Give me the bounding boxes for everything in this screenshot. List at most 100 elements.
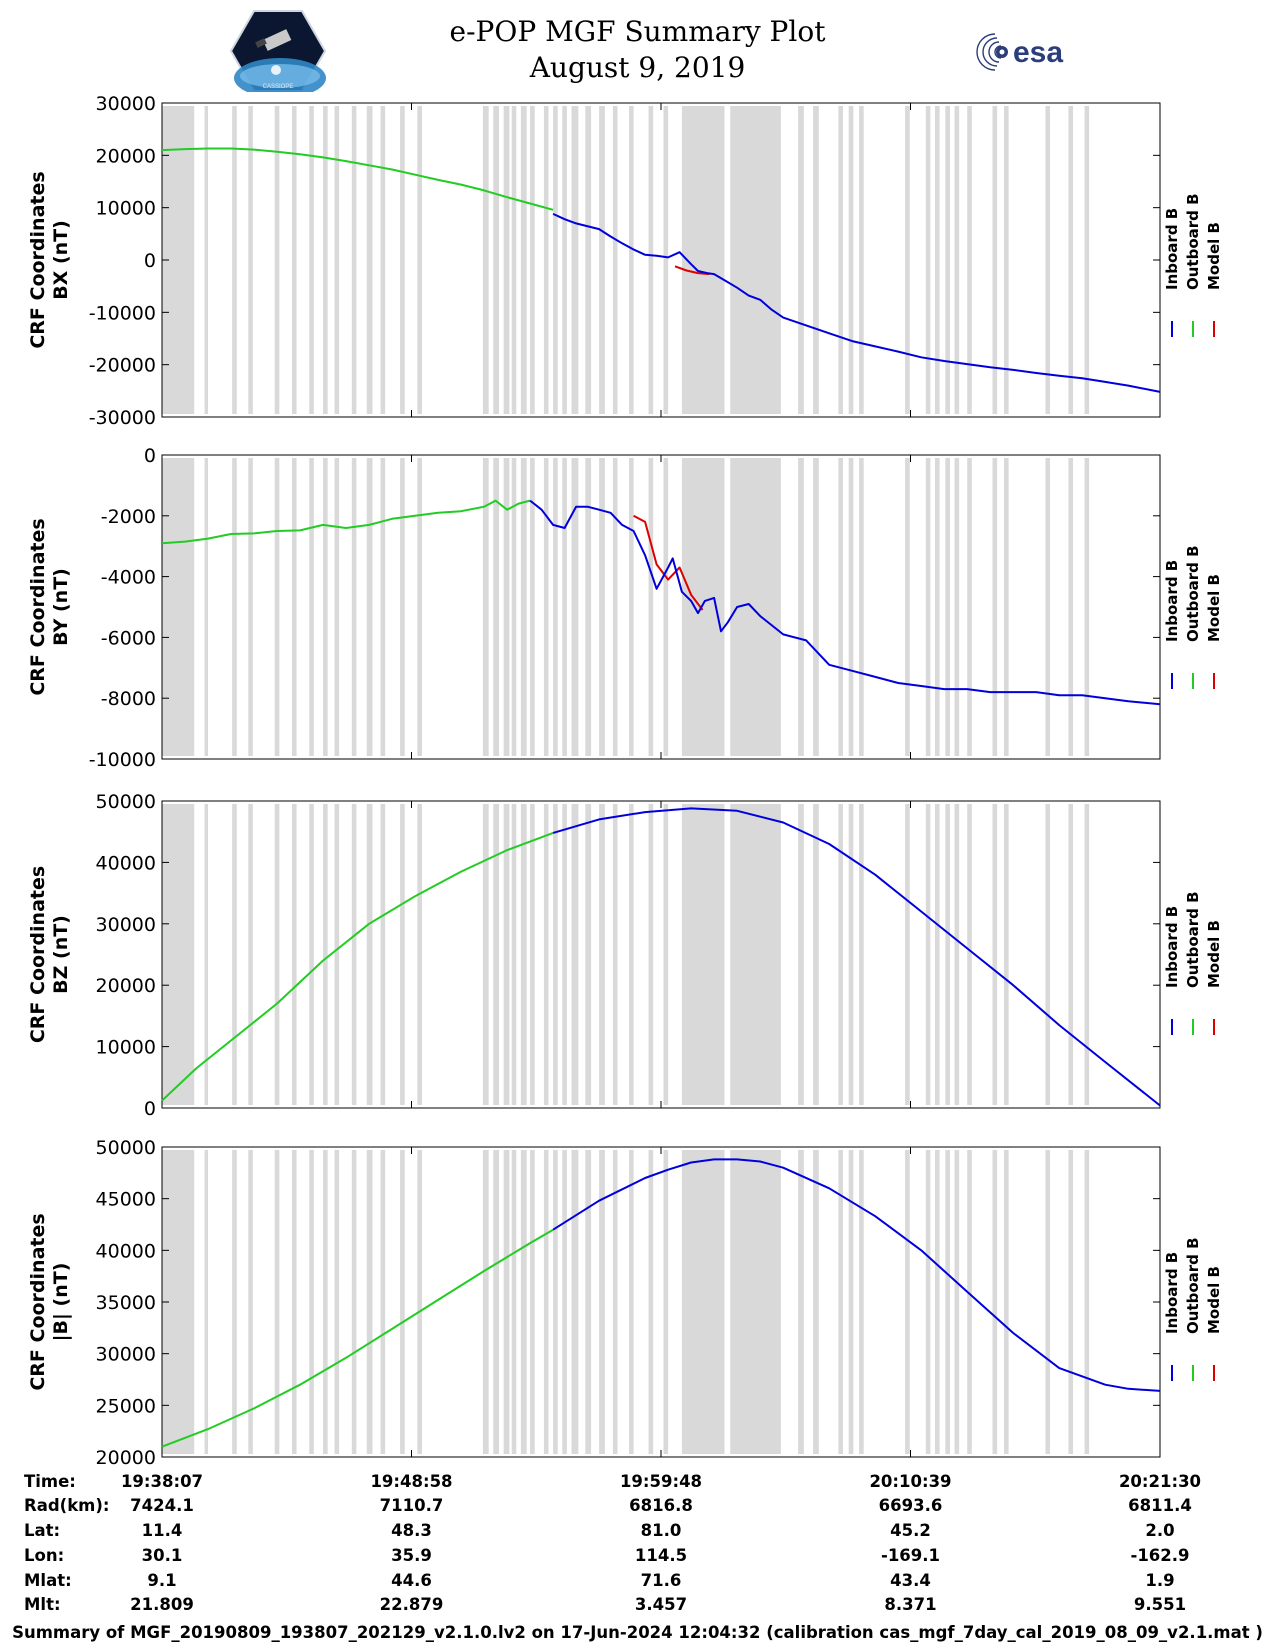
y-axis-label-line-1: CRF Coordinates (27, 171, 49, 348)
data-gap-band (562, 1150, 567, 1454)
data-gap-band (681, 1150, 725, 1454)
data-gap-band (1068, 804, 1074, 1105)
data-gap-band (520, 1150, 527, 1454)
data-gap-band (648, 458, 654, 756)
data-gap-band (482, 458, 489, 756)
data-gap-band (274, 106, 280, 414)
data-gap-band (204, 458, 209, 756)
data-gap-band (334, 1150, 340, 1454)
data-gap-band (232, 1150, 237, 1454)
data-gap-band (612, 106, 618, 414)
data-gap-band (232, 458, 237, 756)
legend-label: Outboard B (1184, 1237, 1202, 1334)
data-gap-band (530, 458, 535, 756)
legend-label: Model B (1205, 574, 1223, 642)
data-gap-band (945, 106, 950, 414)
legend-label: Inboard B (1163, 906, 1181, 988)
data-gap-band (323, 106, 328, 414)
title-line-1: e-POP MGF Summary Plot (449, 15, 826, 48)
data-gap-band (571, 804, 579, 1105)
data-gap-band (681, 458, 725, 756)
data-gap-band (954, 458, 960, 756)
y-tick-label: 0 (144, 1098, 156, 1120)
data-gap-band (309, 1150, 314, 1454)
y-axis-label-line-2: BZ (nT) (50, 915, 72, 994)
info-cell: 8.371 (884, 1595, 936, 1614)
data-gap-band (813, 458, 819, 756)
data-gap-band (334, 804, 340, 1105)
data-gap-band (813, 106, 819, 414)
info-cell: -169.1 (881, 1546, 940, 1565)
data-gap-band (925, 106, 931, 414)
info-cell: -162.9 (1130, 1546, 1189, 1565)
data-gap-band (612, 458, 618, 756)
info-cell: 19:38:07 (121, 1472, 203, 1491)
data-gap-band (417, 1150, 422, 1454)
data-gap-band (520, 458, 527, 756)
data-gap-band (351, 458, 357, 756)
data-gap-band (1045, 804, 1051, 1105)
data-gap-band (417, 106, 422, 414)
y-tick-label: 40000 (96, 1240, 156, 1262)
data-gap-band (323, 1150, 328, 1454)
series-outboard-bline (161, 1228, 554, 1448)
data-gap-band (813, 804, 819, 1105)
y-axis-label-line-1: CRF Coordinates (27, 518, 49, 695)
data-gap-band (562, 106, 567, 414)
data-gap-band (334, 458, 340, 756)
data-gap-band (1045, 1150, 1051, 1454)
series-inboard-bline (552, 807, 1161, 1107)
y-axis-label: CRF Coordinates|B| (nT) (27, 1213, 72, 1390)
y-tick-label: 10000 (96, 1037, 156, 1059)
info-row-label: Lat: (24, 1521, 60, 1540)
series-inboard-bline (552, 212, 1161, 393)
data-gap-band (925, 458, 931, 756)
data-gap-band (967, 106, 972, 414)
data-gap-band (1004, 804, 1009, 1105)
y-tick-label: 45000 (96, 1189, 156, 1211)
legend-label: Inboard B (1163, 560, 1181, 642)
info-cell: 11.4 (142, 1521, 183, 1540)
data-gap-band (520, 804, 527, 1105)
data-gap-band (511, 458, 517, 756)
info-cell: 19:59:48 (620, 1472, 702, 1491)
data-gap-band (530, 106, 535, 414)
data-gap-band (309, 458, 314, 756)
data-gap-band (905, 1150, 910, 1454)
y-tick-label: 25000 (96, 1395, 156, 1417)
data-gap-band (323, 458, 328, 756)
data-gap-band (503, 458, 510, 756)
data-gap-band (493, 804, 500, 1105)
data-gap-band (663, 804, 669, 1105)
data-gap-band (400, 458, 405, 756)
data-gap-band (553, 106, 558, 414)
data-gap-band (380, 1150, 386, 1454)
info-cell: 30.1 (142, 1546, 183, 1565)
data-gap-band (1084, 106, 1090, 414)
data-gap-band (1004, 1150, 1009, 1454)
data-gap-band (530, 1150, 535, 1454)
data-gap-band (351, 106, 357, 414)
legend-label: Inboard B (1163, 208, 1181, 290)
info-row-label: Lon: (24, 1546, 64, 1565)
info-cell: 6693.6 (879, 1496, 943, 1515)
info-cell: 48.3 (391, 1521, 432, 1540)
data-gap-band (511, 106, 517, 414)
data-gap-band (380, 804, 386, 1105)
y-tick-label: 30000 (96, 93, 156, 115)
data-gap-band (309, 804, 314, 1105)
info-cell: 7424.1 (130, 1496, 194, 1515)
data-gap-band (935, 1150, 940, 1454)
y-tick-label: 30000 (96, 1344, 156, 1366)
panel-4: 50000 45000 40000 35000 30000 25000 20000 CRF C… (27, 1137, 1223, 1469)
data-gap-band (848, 1150, 854, 1454)
info-cell: 45.2 (890, 1521, 931, 1540)
data-gap-band (543, 458, 549, 756)
y-tick-label: 0 (144, 445, 156, 467)
data-gap-band (992, 804, 998, 1105)
data-gap-band (351, 1150, 357, 1454)
y-axis-label-line-1: CRF Coordinates (27, 866, 49, 1043)
data-gap-band (599, 458, 605, 756)
data-gap-band (730, 804, 781, 1105)
